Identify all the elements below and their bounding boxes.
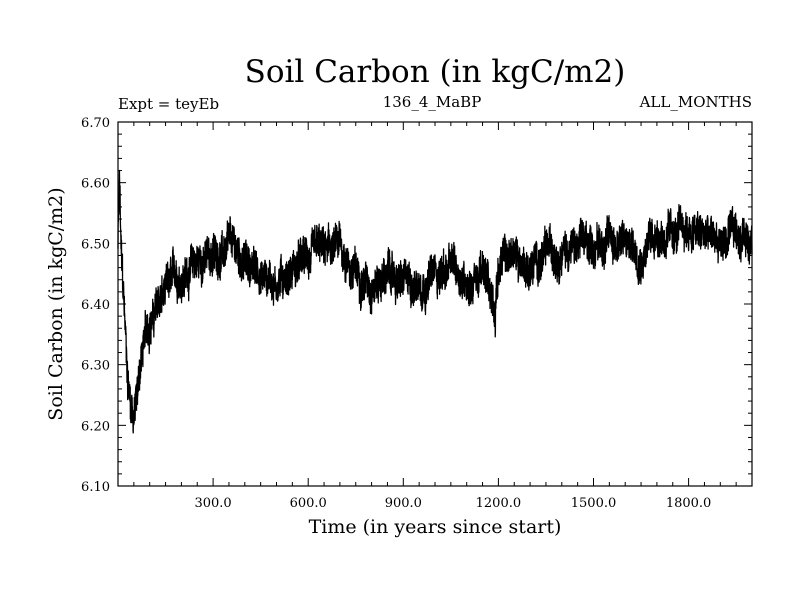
data-layer: [117, 169, 753, 434]
x-axis: 300.0 600.0 900.0 1200.0 1500.0 1800.0: [194, 496, 711, 511]
ticks: [118, 122, 752, 486]
x-tick-label: 300.0: [194, 496, 231, 511]
y-axis-label: Soil Carbon (in kgC/m2): [45, 187, 67, 420]
x-tick-label: 900.0: [385, 496, 422, 511]
x-tick-label: 1500.0: [571, 496, 617, 511]
plot-frame: [117, 121, 753, 487]
x-tick-label: 600.0: [290, 496, 327, 511]
y-tick-label: 6.20: [81, 419, 110, 434]
months-label: ALL_MONTHS: [639, 93, 752, 111]
y-tick-label: 6.30: [81, 359, 110, 374]
y-axis: 6.10 6.20 6.30 6.40 6.50 6.60 6.70: [81, 116, 110, 495]
period-label: 136_4_MaBP: [383, 93, 482, 111]
y-tick-label: 6.10: [81, 480, 110, 495]
y-tick-label: 6.60: [81, 177, 110, 192]
plot-area: [117, 121, 753, 487]
experiment-label: Expt = teyEb: [118, 95, 219, 113]
y-tick-labels: 6.10 6.20 6.30 6.40 6.50 6.60 6.70: [81, 116, 110, 495]
y-tick-label: 6.40: [81, 298, 110, 313]
x-tick-label: 1800.0: [666, 496, 712, 511]
y-tick-label: 6.50: [81, 237, 110, 252]
chart-title: Soil Carbon (in kgC/m2): [245, 54, 626, 90]
x-tick-labels: 300.0 600.0 900.0 1200.0 1500.0 1800.0: [194, 496, 711, 511]
x-axis-label: Time (in years since start): [309, 516, 562, 538]
series-line-soil-carbon: [117, 169, 753, 434]
x-tick-label: 1200.0: [476, 496, 522, 511]
y-tick-label: 6.70: [81, 116, 110, 131]
